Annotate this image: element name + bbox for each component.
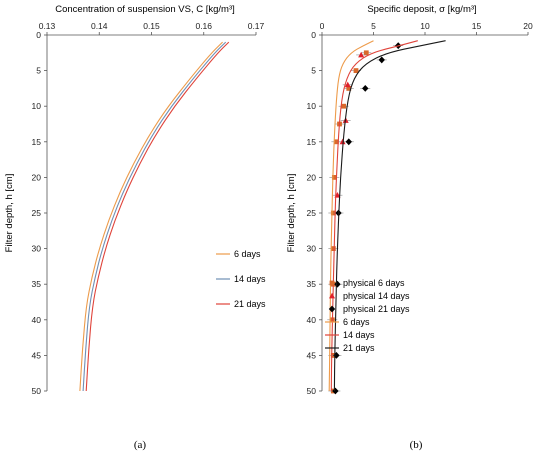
chart-b-y-tick-label: 15 [307, 137, 317, 147]
chart-b-y-tick-label: 50 [307, 386, 317, 396]
chart-a-x-tick-label: 0.16 [195, 21, 212, 31]
chart-b-x-tick-label: 20 [523, 21, 533, 31]
chart-a-y-tick-label: 25 [32, 208, 42, 218]
chart-b-series-line [333, 40, 446, 392]
chart-b-y-tick-label: 45 [307, 350, 317, 360]
chart-b-x-tick-label: 5 [371, 21, 376, 31]
chart-b-data-point [334, 139, 339, 145]
chart-a-x-tick-label: 0.14 [91, 21, 108, 31]
chart-b-y-tick-label: 10 [307, 101, 317, 111]
chart-b-data-point [330, 210, 336, 216]
chart-b: Specific deposit, σ [kg/m³] Filter depth… [286, 4, 533, 451]
chart-b-data-point [346, 86, 352, 91]
chart-b-x-tick-label: 0 [320, 21, 325, 31]
chart-b-legend-label: 14 days [343, 330, 375, 340]
chart-b-y-tick-label: 5 [311, 66, 316, 76]
chart-b-panel-label: (b) [410, 439, 423, 451]
chart-b-legend-label: 21 days [343, 343, 375, 353]
chart-a-ylabel: Filter depth, h [cm] [4, 174, 15, 253]
chart-b-y-tick-label: 35 [307, 279, 317, 289]
chart-b-legend-swatch [329, 292, 335, 299]
chart-b-data-point [330, 246, 336, 251]
chart-b-y-tick-label: 0 [311, 30, 316, 40]
chart-a-y-tick-label: 45 [32, 350, 42, 360]
chart-b-x-tick-label: 10 [420, 21, 430, 31]
chart-b-data-point [362, 85, 369, 92]
chart-a-panel-label: (a) [134, 439, 147, 451]
chart-b-legend-swatch [329, 280, 335, 286]
chart-a-y-tick-label: 5 [36, 66, 41, 76]
chart-b-y-tick-label: 25 [307, 208, 317, 218]
chart-b-data-point [345, 138, 352, 146]
chart-b-data-point [332, 387, 339, 395]
chart-b-y-tick-label: 20 [307, 172, 317, 182]
chart-a-y-tick-label: 40 [32, 315, 42, 325]
chart-a-x-tick-label: 0.13 [39, 21, 56, 31]
chart-a: Concentration of suspension VS, C [kg/m³… [4, 4, 266, 451]
chart-b-data-point [358, 51, 365, 58]
chart-a-legend-label: 6 days [234, 249, 261, 259]
chart-b-data-point [339, 138, 346, 145]
chart-b-y-tick-label: 40 [307, 315, 317, 325]
chart-b-xlabel: Specific deposit, σ [kg/m³] [367, 4, 476, 15]
chart-b-legend-label: physical 21 days [343, 304, 410, 314]
chart-b-y-tick-label: 30 [307, 244, 317, 254]
chart-b-data-point [331, 175, 337, 180]
chart-a-x-tick-label: 0.17 [248, 21, 265, 31]
chart-a-y-tick-label: 20 [32, 172, 42, 182]
chart-b-ylabel: Filter depth, h [cm] [286, 174, 297, 253]
chart-a-y-tick-label: 35 [32, 279, 42, 289]
chart-a-x-tick-label: 0.15 [143, 21, 160, 31]
chart-a-series-line [82, 41, 227, 392]
chart-a-y-tick-label: 30 [32, 244, 42, 254]
chart-b-legend-label: physical 14 days [343, 291, 410, 301]
chart-a-y-tick-label: 50 [32, 386, 42, 396]
chart-a-legend-label: 14 days [234, 274, 266, 284]
chart-b-data-point [378, 56, 385, 64]
chart-a-y-tick-label: 15 [32, 137, 42, 147]
chart-a-series-line [85, 41, 230, 392]
chart-a-series-line [79, 41, 223, 392]
chart-a-legend-label: 21 days [234, 299, 266, 309]
chart-b-data-point [341, 103, 347, 109]
chart-a-y-tick-label: 10 [32, 101, 42, 111]
chart-b-x-tick-label: 15 [472, 21, 482, 31]
chart-b-data-point [353, 68, 359, 73]
chart-b-legend-label: 6 days [343, 317, 370, 327]
chart-b-legend-swatch [328, 305, 336, 313]
chart-b-data-point [344, 81, 351, 88]
chart-a-xlabel: Concentration of suspension VS, C [kg/m³… [55, 4, 235, 15]
chart-b-data-point [363, 50, 369, 56]
chart-a-y-tick-label: 0 [36, 30, 41, 40]
chart-b-legend-label: physical 6 days [343, 278, 405, 288]
